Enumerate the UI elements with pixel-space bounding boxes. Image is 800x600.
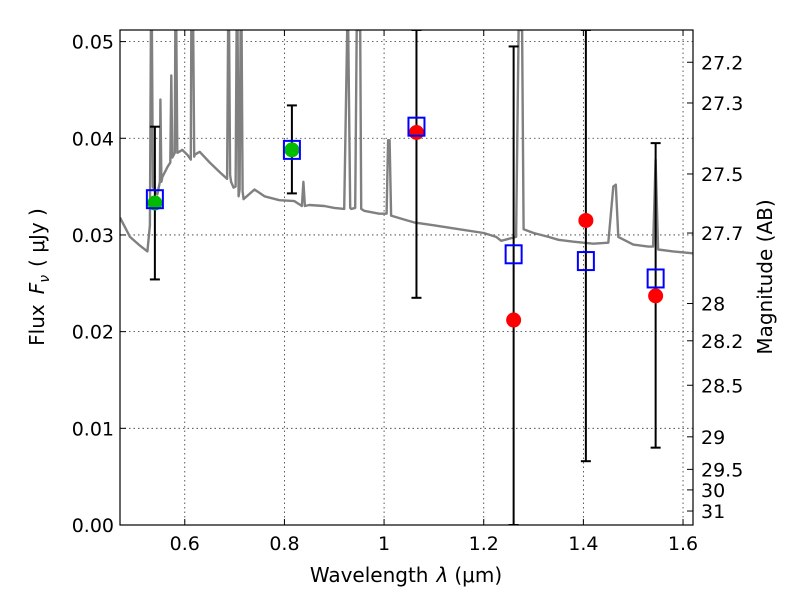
x-tick-label: 1.4 xyxy=(568,533,598,555)
x-tick-label: 0.8 xyxy=(269,533,299,555)
x-axis-label-unit: (μm) xyxy=(454,563,502,587)
template-spectrum-layer xyxy=(120,30,693,255)
mag-tick-label: 28.5 xyxy=(701,375,743,397)
y-axis-label-left: Flux Fν ( μJy ) xyxy=(25,208,53,346)
x-axis-label-main: Wavelength xyxy=(310,563,429,587)
x-tick-label: 1.2 xyxy=(469,533,499,555)
measured-flux-point xyxy=(506,312,522,328)
x-axis-label-symbol: λ xyxy=(436,563,449,587)
y-tick-label: 0.00 xyxy=(72,515,114,537)
y-axis-label-subscript: ν xyxy=(37,275,53,283)
y-tick-label: 0.03 xyxy=(72,225,114,247)
y-tick-label: 0.02 xyxy=(72,322,114,344)
model-flux-square xyxy=(576,251,595,272)
model-flux-square xyxy=(407,116,426,137)
mag-tick-label: 27.7 xyxy=(701,223,743,245)
x-axis-label: Wavelength λ (μm) xyxy=(310,563,502,587)
y-axis-label-unit: ( μJy ) xyxy=(25,208,49,267)
model-flux-square xyxy=(282,139,301,160)
measured-flux-point xyxy=(578,212,594,228)
template-spectrum-line xyxy=(120,30,693,255)
y-axis-label-symbol: F xyxy=(25,282,49,294)
grid xyxy=(120,30,693,526)
additional-flux-point xyxy=(284,142,300,158)
measured-flux-point xyxy=(408,124,424,140)
y-tick-label: 0.05 xyxy=(72,32,114,54)
measured-flux-point xyxy=(648,288,664,304)
mag-tick-label: 29 xyxy=(701,427,725,449)
model-flux-square xyxy=(504,244,523,265)
mag-tick-label: 27.3 xyxy=(701,93,743,115)
additional-flux-point xyxy=(147,195,163,211)
y-tick-label: 0.01 xyxy=(72,418,114,440)
y-axis-label-right: Magnitude (AB) xyxy=(753,199,777,354)
mag-tick-label: 28.2 xyxy=(701,331,743,353)
x-tick-label: 0.6 xyxy=(170,533,200,555)
mag-tick-label: 27.2 xyxy=(701,52,743,74)
axis-ticks: 0.6 0.8 1 1.2 1.4 1.6 0.00 0.01 0.02 0.03 0.04 0.05… xyxy=(72,30,743,555)
model-flux-square xyxy=(145,189,164,210)
model-flux-square xyxy=(646,268,665,289)
mag-tick-label: 28 xyxy=(701,294,725,316)
mag-tick-label: 30 xyxy=(701,480,725,502)
y-tick-label: 0.04 xyxy=(72,128,114,150)
y-axis-label-main: Flux xyxy=(25,304,49,346)
mag-tick-label: 27.5 xyxy=(701,164,743,186)
x-tick-label: 1 xyxy=(378,533,390,555)
error-bars xyxy=(149,30,661,525)
data-points xyxy=(145,116,665,328)
mag-tick-label: 29.5 xyxy=(701,459,743,481)
x-tick-label: 1.6 xyxy=(668,533,698,555)
plot-frame xyxy=(119,29,694,526)
mag-tick-label: 31 xyxy=(701,501,725,523)
